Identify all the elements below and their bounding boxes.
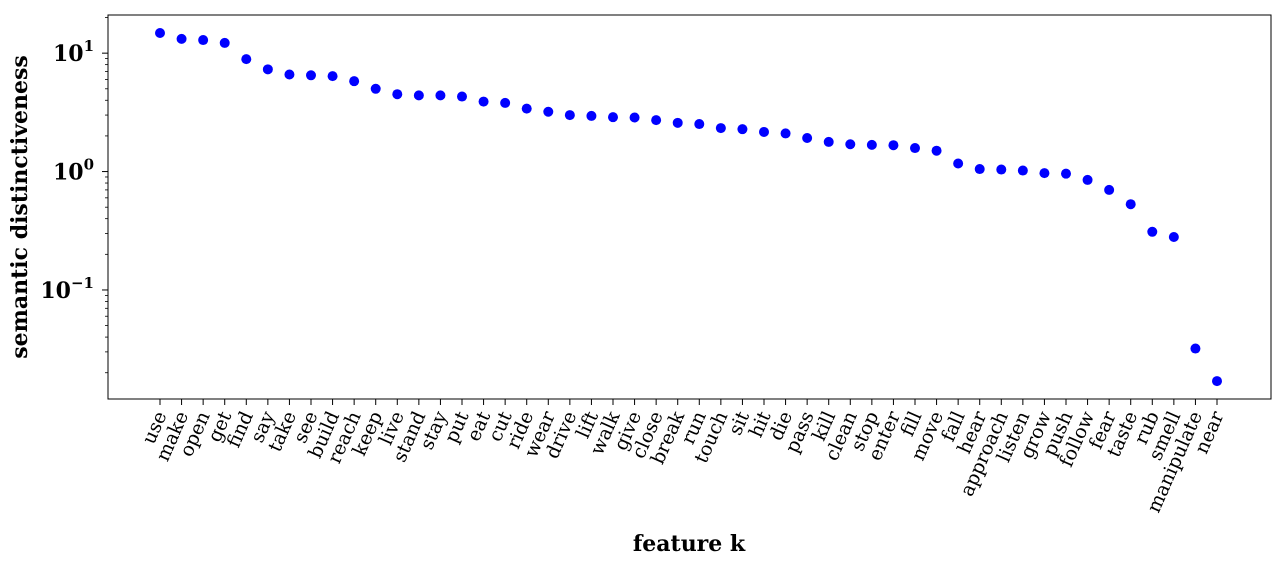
data-point [672, 117, 683, 128]
data-point [737, 124, 748, 135]
data-point [759, 126, 769, 137]
y-axis-label: semantic distinctiveness [7, 55, 33, 359]
data-point [608, 112, 618, 123]
data-point [694, 119, 705, 130]
data-point [478, 96, 489, 107]
data-point [931, 145, 942, 156]
data-point [327, 71, 338, 82]
data-point [780, 128, 791, 139]
data-point [564, 110, 575, 121]
data-point [457, 91, 467, 102]
plot-area [107, 14, 1272, 400]
data-point [1104, 184, 1115, 195]
data-point [888, 140, 899, 151]
data-point [284, 69, 295, 80]
data-point [996, 164, 1007, 175]
data-point [370, 83, 381, 94]
y-tick-label: 101 [53, 37, 94, 67]
data-point [1125, 199, 1136, 210]
data-point [974, 164, 985, 175]
data-point [349, 76, 360, 87]
data-point [392, 89, 403, 100]
data-point [262, 64, 273, 75]
data-point [521, 103, 532, 114]
data-point [435, 90, 446, 101]
data-point [1061, 168, 1071, 179]
data-point [1082, 174, 1093, 185]
data-point [715, 123, 726, 134]
data-point [219, 37, 230, 48]
data-point [845, 139, 856, 150]
data-point [953, 158, 964, 169]
data-point [1147, 226, 1158, 237]
data-point [1168, 232, 1179, 243]
y-tick-label: 10−1 [40, 274, 94, 304]
data-point [866, 139, 877, 150]
data-point [176, 33, 187, 44]
data-point [651, 115, 662, 126]
data-point [629, 112, 640, 123]
data-point [1017, 165, 1028, 176]
data-point [500, 97, 511, 108]
y-tick-label: 100 [53, 156, 94, 186]
y-axis-ticks: 101 100 10−1 [40, 17, 108, 374]
data-point [802, 133, 813, 144]
data-point [1190, 343, 1201, 354]
data-point [241, 54, 252, 65]
data-point [823, 136, 834, 147]
data-points [155, 27, 1222, 387]
data-point [586, 110, 597, 121]
data-point [155, 27, 165, 38]
data-point [198, 35, 209, 46]
data-point [413, 90, 424, 101]
data-point [1039, 168, 1050, 179]
data-point [910, 143, 920, 154]
x-axis-label: feature k [633, 531, 746, 557]
data-point [306, 70, 316, 81]
x-axis-ticks: usemakeopengetfindsaytakeseebuildreachke… [138, 399, 1229, 516]
data-point [543, 106, 554, 117]
data-point [1212, 376, 1222, 387]
